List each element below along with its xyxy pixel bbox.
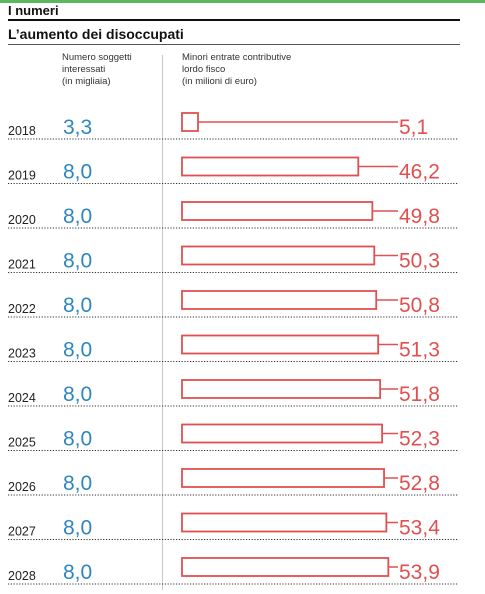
- revenue-bar: [181, 290, 378, 310]
- count-value: 8,0: [63, 205, 92, 228]
- revenue-bar: [181, 379, 382, 399]
- top-accent-bar: [0, 0, 485, 3]
- count-value: 8,0: [63, 339, 92, 362]
- year-label: 2023: [8, 347, 36, 361]
- count-value: 8,0: [63, 428, 92, 451]
- revenue-bar: [181, 512, 388, 533]
- revenue-value: 51,3: [399, 339, 440, 362]
- count-value: 8,0: [63, 294, 92, 317]
- revenue-value: 52,3: [399, 428, 440, 451]
- revenue-bar: [181, 245, 376, 266]
- revenue-value: 50,8: [399, 294, 440, 317]
- revenue-bar: [181, 112, 199, 132]
- chart-title: L’aumento dei disoccupati: [8, 26, 184, 42]
- year-label: 2024: [8, 391, 36, 405]
- count-value: 3,3: [63, 116, 92, 139]
- column-header-count: Numero soggetti interessati (in migliaia…: [62, 52, 132, 87]
- revenue-bar: [181, 201, 374, 221]
- column-header-revenue: Minori entrate contributive lordo fisco …: [182, 52, 292, 87]
- section-label: I numeri: [8, 3, 59, 18]
- year-label: 2026: [8, 480, 36, 494]
- header-rule: [8, 19, 460, 21]
- count-value: 8,0: [63, 250, 92, 273]
- revenue-value: 51,8: [399, 383, 440, 406]
- revenue-value: 52,8: [399, 472, 440, 495]
- revenue-bar: [181, 334, 380, 355]
- year-label: 2020: [8, 213, 36, 227]
- count-value: 8,0: [63, 472, 92, 495]
- year-label: 2028: [8, 569, 36, 583]
- revenue-bar: [181, 468, 385, 488]
- year-label: 2018: [8, 124, 36, 138]
- count-value: 8,0: [63, 517, 92, 540]
- revenue-value: 5,1: [399, 116, 428, 139]
- year-label: 2027: [8, 525, 36, 539]
- revenue-bar: [181, 423, 383, 444]
- year-label: 2025: [8, 436, 36, 450]
- revenue-value: 50,3: [399, 250, 440, 273]
- year-label: 2019: [8, 169, 36, 183]
- revenue-value: 53,9: [399, 561, 440, 584]
- count-value: 8,0: [63, 161, 92, 184]
- revenue-value: 46,2: [399, 161, 440, 184]
- revenue-value: 49,8: [399, 205, 440, 228]
- count-value: 8,0: [63, 561, 92, 584]
- column-divider: [162, 55, 163, 590]
- year-label: 2021: [8, 258, 36, 272]
- count-value: 8,0: [63, 383, 92, 406]
- revenue-value: 53,4: [399, 517, 440, 540]
- revenue-bar: [181, 156, 360, 177]
- title-rule: [8, 44, 460, 45]
- year-label: 2022: [8, 302, 36, 316]
- revenue-bar: [181, 557, 390, 577]
